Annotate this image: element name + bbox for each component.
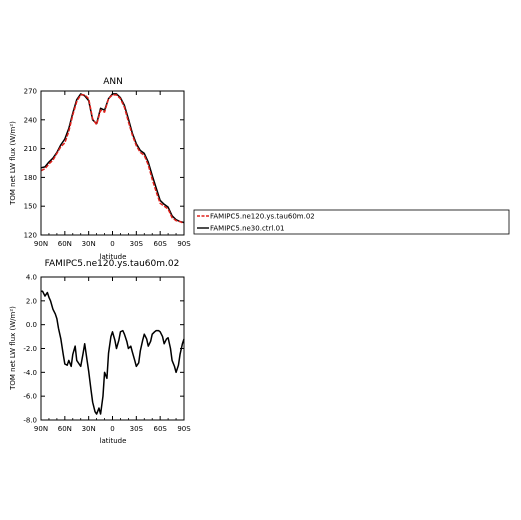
x-tick-label: 30S	[130, 425, 144, 433]
x-tick-label: 30N	[82, 425, 96, 433]
y-tick-label: 120	[24, 232, 37, 240]
legend-label-0: FAMIPC5.ne120.ys.tau60m.02	[210, 213, 315, 221]
series-line-0	[40, 94, 185, 225]
x-tick-label: 0	[110, 240, 114, 248]
legend-label-1: FAMIPC5.ne30.ctrl.01	[210, 225, 285, 233]
x-tick-label: 30S	[130, 240, 144, 248]
legend: FAMIPC5.ne120.ys.tau60m.02 FAMIPC5.ne30.…	[193, 209, 510, 235]
bottom-panel-axes: 90N 60N 30N 0 30S 60S 90S -8.0 -6.0 -4.0 -2.0 0.0 2.…	[23, 274, 191, 434]
y-tick-label: 240	[24, 116, 37, 124]
y-tick-label: 2.0	[26, 297, 37, 305]
x-tick-label: 60N	[58, 425, 72, 433]
y-tick-label: -2.0	[23, 345, 37, 353]
x-tick-label: 60S	[153, 240, 167, 248]
x-tick-label: 30N	[82, 240, 96, 248]
top-panel-title: ANN	[103, 77, 123, 87]
bottom-panel: FAMIPC5.ne120.ys.tau60m.02 90N 60N 30N 0 30S…	[9, 259, 191, 445]
x-tick-label: 60N	[58, 240, 72, 248]
x-tick-label: 90S	[177, 240, 191, 248]
x-tick-label: 90N	[34, 240, 48, 248]
x-tick-label: 0	[110, 425, 114, 433]
y-tick-label: -4.0	[23, 369, 37, 377]
top-panel: ANN 90N 60N 30N 0 30S 60S 90S 120 150 180 210 240 27…	[9, 77, 191, 261]
y-tick-label: 150	[24, 203, 37, 211]
legend-box	[193, 209, 510, 235]
bottom-panel-xlabel: latitude	[100, 437, 127, 445]
bottom-panel-title: FAMIPC5.ne120.ys.tau60m.02	[45, 259, 180, 269]
y-tick-label: 4.0	[26, 274, 37, 282]
top-panel-xlabel: latitude	[100, 253, 127, 261]
y-tick-label: 0.0	[26, 321, 37, 329]
y-tick-label: 180	[24, 174, 37, 182]
y-tick-label: 210	[24, 145, 37, 153]
x-tick-label: 90S	[177, 425, 191, 433]
x-tick-label: 60S	[153, 425, 167, 433]
series-line-0	[41, 290, 185, 415]
bottom-panel-series-layer	[41, 290, 185, 415]
x-tick-label: 90N	[34, 425, 48, 433]
top-panel-axes: 90N 60N 30N 0 30S 60S 90S 120 150 180 210 240 270	[24, 88, 192, 249]
y-tick-label: -6.0	[23, 393, 37, 401]
bottom-panel-ylabel: TOM net LW flux (W/m²)	[9, 306, 17, 391]
y-tick-label: 270	[24, 88, 37, 96]
top-panel-ylabel: TOM net LW flux (W/m²)	[9, 121, 17, 206]
y-tick-label: -8.0	[23, 417, 37, 425]
